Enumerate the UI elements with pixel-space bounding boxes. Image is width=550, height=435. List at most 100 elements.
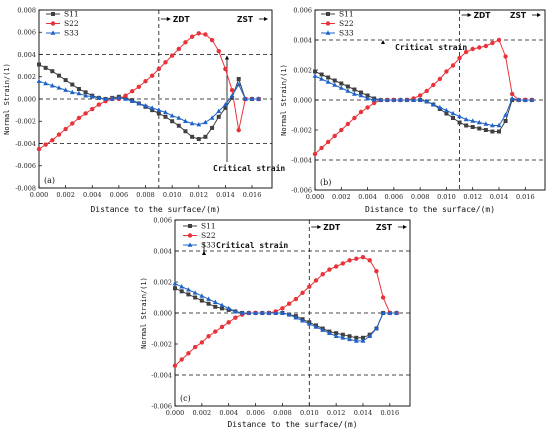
x-tick-label: 0.016 xyxy=(381,409,400,417)
zst-arrowhead xyxy=(403,225,407,229)
data-point-s11 xyxy=(193,295,198,300)
data-point-s33 xyxy=(387,310,393,315)
data-point-s33 xyxy=(246,310,252,315)
data-point-s33 xyxy=(286,311,292,317)
data-point-s33 xyxy=(313,324,319,329)
data-point-s33 xyxy=(219,302,225,308)
x-tick-label: 0.000 xyxy=(30,191,49,199)
data-point-s33 xyxy=(216,108,222,114)
x-axis-label: Distance to the surface/(m) xyxy=(365,205,495,214)
data-point-s11 xyxy=(326,75,331,80)
data-point-s22 xyxy=(203,32,208,37)
y-tick-label: -0.002 xyxy=(151,340,172,348)
x-axis-label: Distance to the surface/(m) xyxy=(90,205,220,214)
data-point-s11 xyxy=(483,128,488,132)
data-point-s11 xyxy=(199,298,204,303)
data-point-s11 xyxy=(340,332,345,337)
y-tick-label: 0.002 xyxy=(17,73,36,81)
legend-marker xyxy=(325,21,331,26)
data-point-s22 xyxy=(43,142,48,147)
data-point-s11 xyxy=(179,289,184,294)
data-point-s33 xyxy=(76,90,82,96)
y-tick-label: -0.008 xyxy=(15,184,36,192)
chart-panel-a: 0.000 0.002 0.004 0.006 0.008 0.010 0.012 0.014… xyxy=(3,6,285,214)
x-tick-label: 0.006 xyxy=(246,409,265,417)
y-tick-label: -0.004 xyxy=(15,140,36,148)
data-point-s22 xyxy=(307,284,312,289)
data-point-s11 xyxy=(56,73,61,78)
data-point-s22 xyxy=(503,54,508,59)
data-point-s33 xyxy=(223,101,228,107)
data-point-s22 xyxy=(192,344,198,350)
y-tick-label: -0.006 xyxy=(291,186,312,194)
data-point-s22 xyxy=(360,255,366,260)
x-axis-label: Distance to the surface/(m) xyxy=(227,420,357,429)
panel-label: (a) xyxy=(44,176,55,185)
data-point-s11 xyxy=(203,134,208,139)
data-point-s33 xyxy=(229,93,235,98)
y-tick-label: -0.004 xyxy=(291,156,312,164)
data-point-s11 xyxy=(206,301,211,306)
data-point-s11 xyxy=(477,126,482,131)
data-point-s11 xyxy=(345,84,350,89)
x-tick-label: 0.004 xyxy=(83,191,102,199)
data-point-s22 xyxy=(206,334,211,339)
data-point-s33 xyxy=(186,287,191,292)
data-point-s22 xyxy=(365,105,370,110)
x-tick-label: 0.000 xyxy=(306,193,325,201)
data-point-s33 xyxy=(417,97,423,102)
data-point-s11 xyxy=(354,335,359,340)
data-point-s22 xyxy=(63,126,68,132)
series-line-s22 xyxy=(38,32,259,150)
data-point-s33 xyxy=(358,92,364,98)
critical-strain-label: Critical strain xyxy=(395,42,467,52)
x-tick-label: 0.010 xyxy=(300,409,319,417)
data-point-s33 xyxy=(490,122,495,128)
data-point-s22 xyxy=(163,60,168,65)
x-tick-label: 0.006 xyxy=(385,193,404,201)
x-tick-label: 0.014 xyxy=(354,409,373,417)
data-point-s22 xyxy=(313,278,319,283)
x-tick-label: 0.008 xyxy=(273,409,292,417)
data-point-s33 xyxy=(444,107,449,113)
data-point-s11 xyxy=(210,125,215,130)
data-point-s11 xyxy=(163,114,168,119)
data-point-s33 xyxy=(226,305,232,311)
data-point-s11 xyxy=(37,62,41,67)
data-point-s33 xyxy=(259,310,265,315)
data-point-s11 xyxy=(223,105,228,110)
legend-marker xyxy=(187,242,193,247)
data-point-s33 xyxy=(483,121,489,126)
data-point-s11 xyxy=(319,72,324,77)
data-point-s33 xyxy=(424,98,430,104)
x-tick-label: 0.012 xyxy=(327,409,346,417)
data-point-s33 xyxy=(411,97,416,102)
data-point-s22 xyxy=(319,145,324,151)
data-point-s11 xyxy=(70,82,75,87)
data-point-s33 xyxy=(391,97,397,102)
data-point-s11 xyxy=(464,123,469,128)
data-point-s33 xyxy=(340,335,346,340)
data-point-s33 xyxy=(347,336,352,342)
x-tick-label: 0.010 xyxy=(163,191,182,199)
data-point-s33 xyxy=(333,333,339,339)
data-point-s33 xyxy=(529,97,535,102)
data-point-s33 xyxy=(256,96,262,101)
data-point-s33 xyxy=(206,296,211,301)
series-line-s11 xyxy=(174,287,397,339)
data-point-s22 xyxy=(196,31,201,36)
data-point-s33 xyxy=(169,113,175,118)
chart-panel-b: 0.000 0.002 0.004 0.006 0.008 0.010 0.012 0.014… xyxy=(280,6,546,214)
data-point-s22 xyxy=(156,66,162,72)
data-point-s33 xyxy=(338,85,344,90)
x-tick-label: 0.002 xyxy=(56,191,75,199)
critical-strain-arrowhead xyxy=(225,55,229,60)
data-point-s22 xyxy=(90,106,95,112)
data-point-s11 xyxy=(216,114,221,119)
x-tick-label: 0.016 xyxy=(243,191,262,199)
data-point-s33 xyxy=(89,94,95,99)
data-point-s33 xyxy=(212,299,218,304)
data-point-s11 xyxy=(213,304,218,309)
data-point-s33 xyxy=(163,109,168,115)
